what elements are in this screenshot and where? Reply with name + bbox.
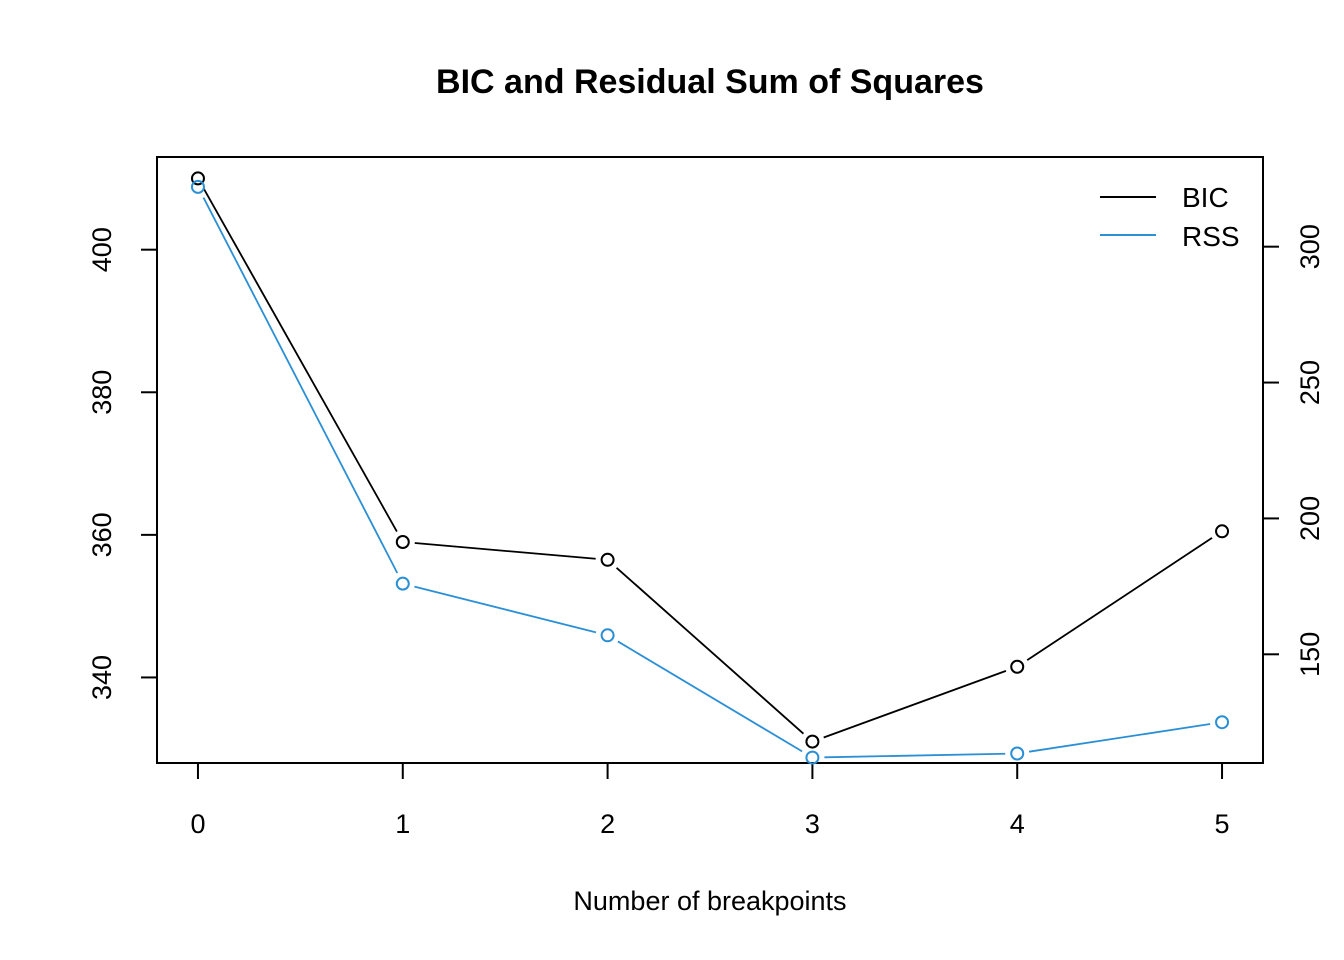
x-tick-label-4: 4 — [1010, 809, 1025, 839]
x-axis-label: Number of breakpoints — [573, 886, 846, 916]
x-tick-label-3: 3 — [805, 809, 820, 839]
y2-tick-label-150: 150 — [1295, 632, 1325, 677]
legend: BIC RSS — [1100, 182, 1240, 252]
bic-point-0 — [190, 171, 205, 186]
bic-point-5 — [1215, 524, 1230, 539]
y2-tick-label-300: 300 — [1295, 224, 1325, 269]
bic-segment-1 — [414, 542, 596, 560]
rss-segment-3 — [824, 752, 1006, 759]
bic-segment-3 — [823, 670, 1007, 739]
bic-segment-0 — [203, 188, 398, 532]
bic-point-1 — [395, 534, 410, 549]
chart-title: BIC and Residual Sum of Squares — [436, 63, 984, 101]
series-bic — [190, 171, 1230, 749]
y2-tick-label-250: 250 — [1295, 360, 1325, 405]
rss-point-1 — [395, 576, 410, 591]
y2-tick-label-200: 200 — [1295, 496, 1325, 541]
bic-point-3 — [805, 734, 820, 749]
x-tick-label-1: 1 — [395, 809, 410, 839]
x-tick-label-0: 0 — [190, 809, 205, 839]
x-tick-label-5: 5 — [1215, 809, 1230, 839]
rss-segment-2 — [617, 640, 803, 753]
rss-segment-4 — [1028, 723, 1211, 753]
rss-segment-1 — [414, 585, 597, 634]
rss-point-0 — [190, 179, 205, 194]
y-tick-label-340: 340 — [87, 655, 117, 700]
bic-point-4 — [1010, 659, 1025, 674]
x-tick-label-2: 2 — [600, 809, 615, 839]
y-tick-label-400: 400 — [87, 227, 117, 272]
bic-point-2 — [600, 552, 615, 567]
y-tick-label-380: 380 — [87, 370, 117, 415]
rss-point-3 — [805, 750, 820, 765]
bic-segment-4 — [1026, 537, 1213, 661]
bic-segment-2 — [615, 567, 805, 735]
y-tick-label-360: 360 — [87, 512, 117, 557]
legend-label-rss: RSS — [1182, 221, 1240, 252]
rss-point-5 — [1215, 715, 1230, 730]
plot-frame — [156, 156, 1264, 764]
rss-segment-0 — [202, 197, 399, 574]
series-rss — [190, 179, 1230, 765]
legend-label-bic: BIC — [1182, 182, 1229, 213]
rss-point-2 — [600, 628, 615, 643]
rss-point-4 — [1010, 746, 1025, 761]
